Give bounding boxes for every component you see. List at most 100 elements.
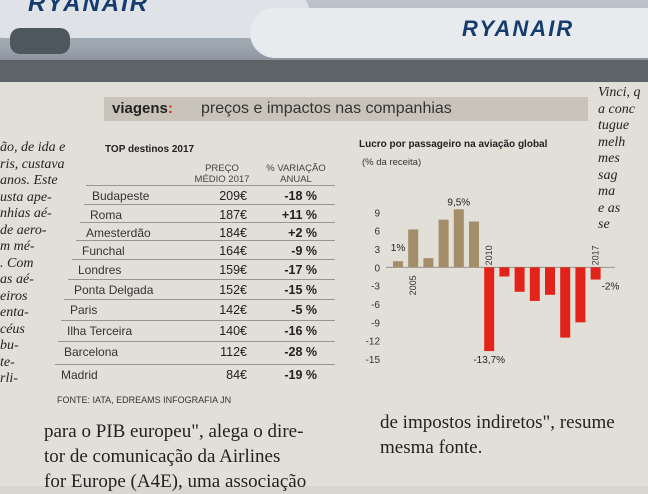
table-row: Funchal 164€ -9 %	[76, 240, 335, 261]
cell-var: -19 %	[284, 368, 317, 382]
bar-2005	[408, 229, 419, 268]
cell-city: Barcelona	[64, 345, 119, 359]
text-line: te-	[0, 354, 15, 370]
newspaper-page	[0, 82, 648, 486]
text-line: de aero-	[0, 222, 47, 238]
y-tick-label: 9	[374, 208, 380, 219]
cell-price: 164€	[219, 244, 247, 258]
bar-2017	[590, 267, 601, 280]
cell-city: Ilha Terceira	[67, 324, 133, 338]
bar-2010	[484, 267, 495, 352]
cell-city: Roma	[90, 208, 123, 222]
text-line: ão, de ida e	[0, 140, 66, 155]
bar-2014	[545, 267, 555, 295]
airplane-engine	[10, 28, 70, 54]
text-line: mesma fonte.	[380, 437, 483, 458]
text-line: melh	[598, 134, 626, 150]
chart-title: Lucro por passageiro na aviação global	[359, 139, 548, 150]
table-row: Madrid 84€ -19 %	[55, 364, 335, 385]
y-tick-label: -12	[366, 337, 381, 348]
bar-2015	[560, 267, 571, 338]
cell-var: +2 %	[288, 226, 317, 240]
table-row: Ponta Delgada 152€ -15 %	[68, 279, 335, 300]
cell-var: -16 %	[284, 324, 317, 338]
cell-price: 187€	[219, 208, 247, 222]
header-photo: RYANAIR RYANAIR	[0, 0, 648, 82]
profit-bar-chart: 9 6 3 0 -3 -6 -9 -12 -15 2005 2010 2017 1% 9,5% -13,7%…	[366, 197, 620, 366]
table-row: Amesterdão 184€ +2 %	[80, 222, 335, 243]
text-line: bu-	[0, 338, 19, 353]
section-header: viagens: preços e impactos nas companhia…	[104, 97, 588, 121]
bar-2013	[529, 267, 540, 301]
y-tick-label: -6	[371, 300, 380, 311]
bar-2006	[423, 258, 434, 268]
text-line: as aé-	[0, 272, 34, 287]
x-year-label: 2005	[408, 275, 418, 295]
table-row: Roma 187€ +11 %	[84, 204, 335, 225]
bar-2004	[393, 261, 403, 268]
text-line: para o PIB europeu", alega o dire-	[44, 421, 304, 442]
text-line: usta ape-	[0, 189, 52, 205]
text-line: a conc	[598, 101, 635, 117]
x-year-label: 2010	[484, 245, 494, 265]
y-tick-label: 0	[374, 263, 380, 274]
text-line: . Com	[0, 255, 34, 271]
cell-city: Paris	[70, 303, 98, 317]
x-year-label: 2017	[591, 245, 601, 265]
chart-ylabel: (% da receita)	[362, 157, 422, 168]
cell-var: -18 %	[284, 189, 317, 203]
bar-2007	[438, 219, 449, 268]
cell-var: -15 %	[284, 283, 317, 297]
bar-2009	[469, 221, 479, 268]
cell-price: 84€	[226, 368, 247, 382]
bar-2012	[514, 267, 525, 292]
cell-price: 142€	[219, 303, 247, 317]
cell-var: -17 %	[284, 263, 317, 277]
table-row: Paris 142€ -5 %	[64, 299, 335, 320]
text-line: céus	[0, 321, 25, 337]
source-credit: FONTE: IATA, EDREAMS INFOGRAFIA JN	[57, 395, 232, 405]
brand-left: RYANAIR	[28, 0, 150, 17]
y-tick-label: -9	[371, 318, 380, 329]
table-title: TOP destinos 2017	[105, 144, 195, 155]
text-line: ris, custava	[0, 156, 65, 172]
airplane-right	[250, 8, 648, 58]
cell-price: 152€	[219, 283, 247, 297]
data-label: 9,5%	[447, 197, 470, 208]
text-line: sag	[598, 167, 618, 183]
data-label: -2%	[602, 282, 620, 293]
text-line: nhias aé-	[0, 206, 52, 221]
section-keyword: viagens:	[112, 100, 173, 117]
column-header-variation: % VARIAÇÃO ANUAL	[266, 163, 326, 185]
cell-var: -5 %	[291, 303, 317, 317]
table-row: Ilha Terceira 140€ -16 %	[61, 320, 335, 341]
article-text-left: para o PIB europeu", alega o dire-tor de…	[44, 419, 364, 494]
table-row: Barcelona 112€ -28 %	[58, 341, 335, 362]
text-line: Vinci, q	[598, 85, 641, 100]
text-line: anos. Este	[0, 173, 58, 188]
cell-city: Amesterdão	[86, 226, 151, 240]
bar-2008	[453, 209, 464, 268]
text-line: rli-	[0, 371, 18, 386]
y-tick-label: 6	[374, 227, 380, 238]
cell-price: 184€	[219, 226, 247, 240]
text-line: for Europe (A4E), uma associação	[44, 471, 307, 492]
text-line: ma	[598, 184, 616, 199]
tarmac	[0, 60, 648, 82]
y-tick-label: -15	[366, 355, 381, 366]
bar-2016	[575, 267, 586, 323]
y-tick-label: 3	[374, 245, 380, 256]
cell-price: 140€	[219, 324, 247, 338]
cell-var: +11 %	[281, 208, 317, 222]
text-line: e as	[598, 200, 621, 216]
text-line: mes	[598, 151, 620, 166]
cell-city: Budapeste	[92, 189, 150, 203]
column-header-price: PREÇO MÉDIO 2017	[194, 163, 250, 185]
cell-var: -9 %	[291, 244, 317, 258]
cell-city: Londres	[78, 263, 122, 277]
table-row: Londres 159€ -17 %	[72, 259, 335, 280]
cell-price: 159€	[219, 263, 247, 277]
bar-2011	[499, 267, 510, 277]
text-line: tugue	[598, 118, 630, 133]
